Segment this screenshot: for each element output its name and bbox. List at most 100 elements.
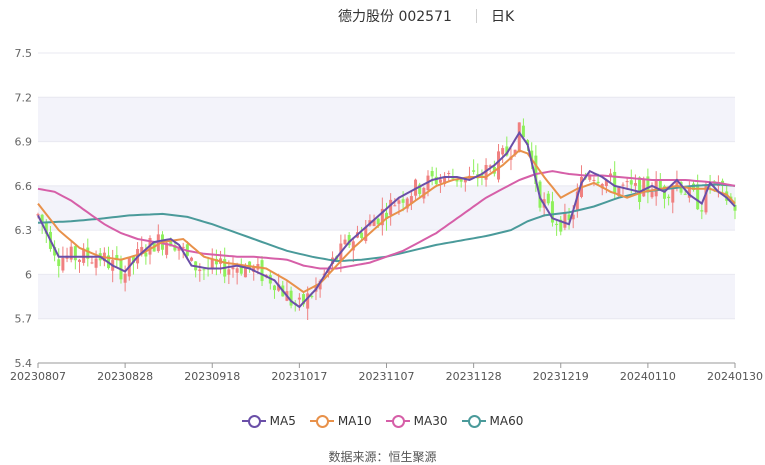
x-tick-label: 20230918 xyxy=(184,370,240,383)
candle-body xyxy=(530,150,534,161)
candle-body xyxy=(430,171,434,177)
candle-body xyxy=(633,183,637,186)
chart-header: 德力股份 002571 日K xyxy=(0,6,765,26)
candle-body xyxy=(181,246,185,248)
candle-body xyxy=(683,193,687,195)
candle-body xyxy=(347,235,351,246)
candle-body xyxy=(140,246,144,254)
candle-body xyxy=(57,259,61,267)
candle-body xyxy=(243,266,247,278)
candle-body xyxy=(115,255,119,261)
x-tick-label: 20231219 xyxy=(533,370,589,383)
candle-body xyxy=(646,176,650,193)
data-source: 数据来源：恒生聚源 xyxy=(0,448,765,465)
candle-body xyxy=(521,125,525,138)
candle-body xyxy=(61,257,65,271)
y-tick-label: 7.5 xyxy=(15,47,33,60)
candle-body xyxy=(90,262,94,264)
y-tick-label: 5.7 xyxy=(15,313,33,326)
candle-body xyxy=(397,200,401,204)
x-tick-label: 20230807 xyxy=(10,370,66,383)
candle-body xyxy=(550,201,554,223)
grid-band xyxy=(38,97,735,142)
candle-body xyxy=(567,214,571,221)
candle-body xyxy=(497,151,501,180)
legend-marker-ma10-icon xyxy=(309,415,334,428)
legend-label-ma30: MA30 xyxy=(413,414,448,428)
candle-body xyxy=(675,179,679,188)
candle-body xyxy=(202,269,206,271)
candle-body xyxy=(613,171,617,194)
candle-body xyxy=(434,176,438,185)
y-tick-label: 6.9 xyxy=(15,136,33,149)
header-divider xyxy=(476,9,477,23)
grid-band xyxy=(38,274,735,319)
y-tick-label: 5.4 xyxy=(15,357,33,370)
candle-body xyxy=(592,179,596,181)
candle-body xyxy=(144,252,148,257)
legend-item-ma60[interactable]: MA60 xyxy=(461,412,524,430)
y-tick-label: 6.3 xyxy=(15,224,33,237)
candle-body xyxy=(343,239,347,245)
candle-body xyxy=(385,212,388,220)
kline-chart: 5.4 5.7 6 6.3 6.6 6.9 7.2 7.5 20230807 20230828 20… xyxy=(10,47,763,383)
candle-body xyxy=(260,260,264,282)
legend-item-ma5[interactable]: MA5 xyxy=(241,412,296,430)
candle-body xyxy=(306,293,310,309)
legend-label-ma10: MA10 xyxy=(337,414,372,428)
candle-body xyxy=(575,191,579,211)
candle-body xyxy=(289,290,293,306)
candle-body xyxy=(310,296,314,298)
candle-body xyxy=(559,219,563,232)
candle-body xyxy=(625,181,629,183)
candle-body xyxy=(438,179,442,183)
candle-body xyxy=(687,185,691,198)
candle-body xyxy=(555,223,559,225)
candle-body xyxy=(733,204,737,211)
x-tick-label: 20240130 xyxy=(707,370,763,383)
candle-body xyxy=(704,184,708,213)
candle-body xyxy=(277,284,281,291)
candle-body xyxy=(272,285,276,291)
candle-body xyxy=(571,214,575,220)
candle-body xyxy=(86,247,90,259)
x-tick-label: 20231017 xyxy=(271,370,327,383)
candle-body xyxy=(123,273,127,283)
candle-body xyxy=(409,196,413,204)
candle-body xyxy=(360,232,364,238)
candle-body xyxy=(488,165,492,167)
candle-body xyxy=(418,184,422,194)
candle-body xyxy=(248,261,252,269)
candle-body xyxy=(40,214,44,224)
candle-body xyxy=(484,164,488,180)
x-tick-label: 20240110 xyxy=(620,370,676,383)
candle-body xyxy=(650,191,654,198)
candle-body xyxy=(165,242,169,255)
candle-body xyxy=(526,140,530,146)
legend-item-ma10[interactable]: MA10 xyxy=(309,412,372,430)
candle-body xyxy=(443,177,447,185)
candle-body xyxy=(239,266,243,274)
y-tick-label: 6.6 xyxy=(15,180,33,193)
period-label: 日K xyxy=(491,9,515,25)
legend-marker-ma60-icon xyxy=(461,415,486,428)
candle-body xyxy=(190,257,194,261)
candle-body xyxy=(459,178,463,182)
candle-body xyxy=(69,246,73,260)
candle-body xyxy=(198,269,202,272)
series-line-ma5 xyxy=(37,130,736,309)
candle-body xyxy=(621,184,625,186)
y-tick-label: 6 xyxy=(25,268,32,281)
legend-marker-ma30-icon xyxy=(385,415,410,428)
candle-body xyxy=(235,268,239,273)
candle-body xyxy=(389,199,393,215)
candle-body xyxy=(73,246,77,261)
source-value: 恒生聚源 xyxy=(388,450,437,464)
legend-item-ma30[interactable]: MA30 xyxy=(385,412,448,430)
candle-body xyxy=(600,183,604,189)
candle-body xyxy=(372,220,376,227)
stock-title: 德力股份 002571 xyxy=(338,9,452,25)
candle-body xyxy=(227,269,231,275)
legend-label-ma60: MA60 xyxy=(489,414,524,428)
candle-body xyxy=(318,280,322,290)
